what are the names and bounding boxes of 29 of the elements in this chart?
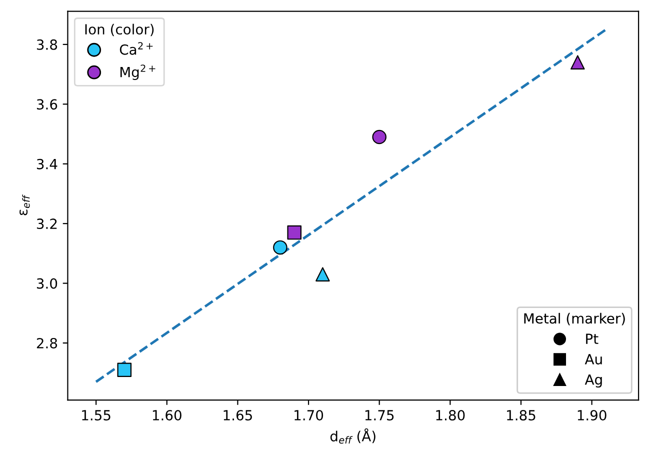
- point: [372, 130, 386, 144]
- x-tick-label: 1.55: [82, 410, 110, 420]
- y-tick-label: 3.0: [36, 278, 58, 289]
- text: Metal (marker): [524, 312, 625, 326]
- x-tick-label: 1.85: [507, 410, 536, 420]
- legend-label: Ag: [584, 374, 602, 388]
- legend-label: Au: [584, 354, 602, 364]
- y-tick-label: 3.4: [36, 158, 58, 170]
- legend-label: Ca$^{2+}$: [120, 42, 153, 55]
- y-tick-label: 3.2: [36, 218, 57, 230]
- point: [287, 225, 302, 240]
- point: [316, 267, 330, 282]
- point: [570, 55, 585, 70]
- y-tick-label: 2.8: [36, 338, 58, 348]
- text: Ion (color): [85, 24, 154, 36]
- legend-label: Pt: [586, 334, 598, 344]
- y-tick-label: 3.8: [36, 39, 58, 50]
- point: [117, 362, 132, 378]
- point: [273, 240, 288, 255]
- x-tick-label: 1.60: [152, 410, 182, 420]
- x-tick-label: 1.70: [294, 410, 324, 420]
- x-tick-label: 1.75: [365, 410, 394, 420]
- y-axis-title: ε$_{eff}$: [20, 194, 30, 216]
- x-tick-label: 1.80: [436, 410, 465, 420]
- x-tick-label: 1.90: [578, 410, 606, 420]
- x-tick-label: 1.65: [224, 410, 252, 420]
- legend-label: Mg$^{2+}$: [120, 64, 156, 80]
- y-tick-label: 3.6: [36, 99, 58, 110]
- x-axis-title: d$_{eff}$ (Å): [330, 428, 376, 444]
